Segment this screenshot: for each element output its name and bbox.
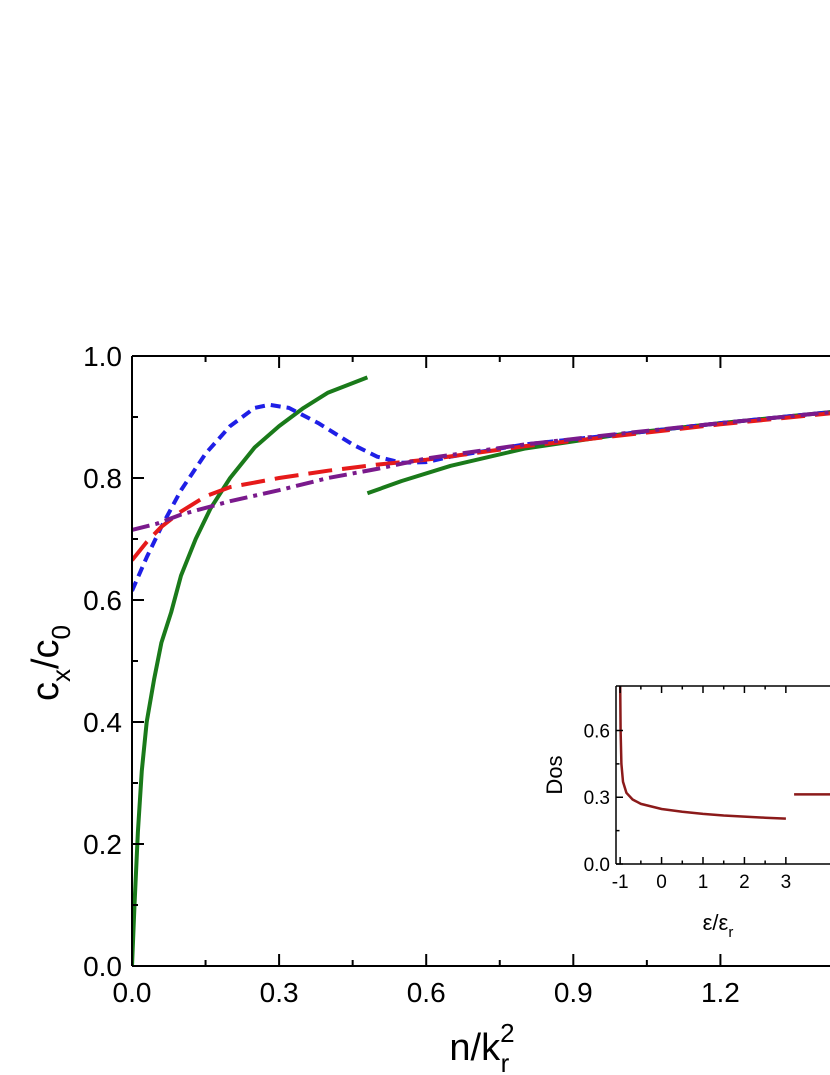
main-plot: 0.0 0.3 0.6 0.9 1.2 0.0 0.2 0.4 0.6 0.8 1.0 n/k2 r… <box>25 341 830 1075</box>
inset-plot: -1 0 1 2 3 0.0 0.3 0.6 Dos ε/εr <box>542 684 830 941</box>
x-axis-label-sub: r <box>501 1048 510 1075</box>
main-y-tick-label: 0.6 <box>83 585 122 616</box>
x-axis-label: n/k2 r <box>449 1018 514 1075</box>
inset-y-tick-label: 0.6 <box>584 721 610 742</box>
inset-axes <box>615 685 830 865</box>
inset-series-group <box>618 685 830 820</box>
inset-y-tick-label: 0.3 <box>584 788 610 809</box>
y-axis-label-sub1: x <box>46 669 76 682</box>
inset-y-axis-label: Dos <box>542 755 567 794</box>
inset-x-tick-label: -1 <box>612 872 629 893</box>
inset-series-0-segment-0 <box>618 685 786 820</box>
main-x-tick-labels: 0.0 0.3 0.6 0.9 1.2 <box>113 977 740 1008</box>
y-axis-label-sub2: 0 <box>46 625 76 639</box>
x-axis-label-sup: 2 <box>500 1018 514 1048</box>
inset-x-tick-label: 3 <box>781 872 792 893</box>
main-x-tick-label: 0.9 <box>554 977 593 1008</box>
main-y-tick-label: 1.0 <box>83 341 122 372</box>
main-y-tick-label: 0.8 <box>83 463 122 494</box>
inset-x-tick-labels: -1 0 1 2 3 <box>612 872 791 893</box>
inset-x-tick-label: 1 <box>698 872 709 893</box>
main-y-tick-label: 0.2 <box>83 829 122 860</box>
inset-x-tick-label: 0 <box>656 872 667 893</box>
main-series-group <box>132 375 830 967</box>
inset-x-axis-label-sub: r <box>728 924 733 941</box>
main-series-2-segment-0 <box>132 411 830 562</box>
inset-x-tick-label: 2 <box>739 872 750 893</box>
inset-y-tick-label: 0.0 <box>584 855 610 876</box>
y-axis-label: cx/c0 <box>25 625 76 701</box>
main-series-1-segment-0 <box>132 402 830 592</box>
main-x-tick-label: 0.0 <box>113 977 152 1008</box>
main-series-0-segment-1 <box>366 410 830 496</box>
main-axes <box>131 355 830 967</box>
main-y-tick-labels: 0.0 0.2 0.4 0.6 0.8 1.0 <box>83 341 122 982</box>
inset-y-tick-labels: 0.0 0.3 0.6 <box>584 721 610 876</box>
main-x-tick-label: 0.6 <box>407 977 446 1008</box>
main-y-tick-label: 0.4 <box>83 707 122 738</box>
main-y-tick-label: 0.0 <box>83 951 122 982</box>
main-series-0-segment-0 <box>132 375 369 967</box>
main-x-tick-label: 0.3 <box>260 977 299 1008</box>
main-series-3-segment-0 <box>132 410 830 532</box>
inset-x-axis-label: ε/εr <box>703 910 734 941</box>
inset-background <box>616 684 830 866</box>
main-x-tick-label: 1.2 <box>701 977 740 1008</box>
